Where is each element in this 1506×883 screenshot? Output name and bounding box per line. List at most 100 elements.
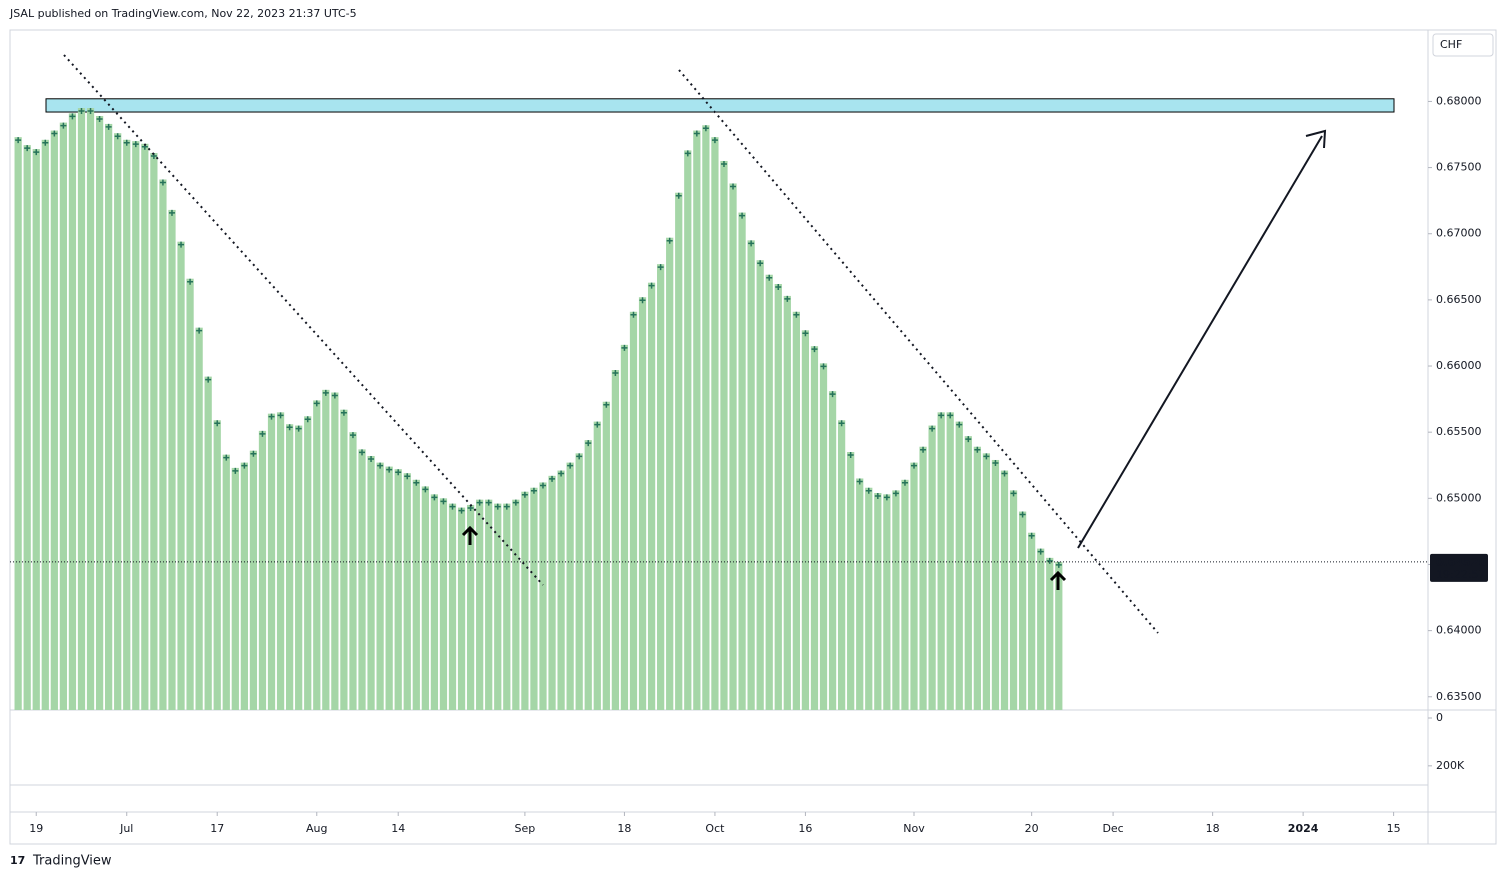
- close-marker: [567, 462, 574, 469]
- bar: [439, 498, 448, 710]
- countdown: 19:22:57: [1436, 568, 1485, 581]
- close-marker: [295, 425, 302, 432]
- bar: [512, 499, 520, 710]
- projection-arrow: [1077, 135, 1323, 549]
- close-marker: [1010, 490, 1017, 497]
- bar: [548, 475, 556, 710]
- bar: [340, 409, 348, 710]
- close-marker: [377, 462, 384, 469]
- currency: CHF: [1440, 38, 1462, 51]
- bar: [765, 274, 773, 710]
- close-marker: [594, 421, 601, 428]
- close-marker: [911, 462, 918, 469]
- close-marker: [51, 130, 58, 137]
- close-marker: [920, 446, 927, 453]
- bar: [204, 376, 212, 710]
- bar: [1046, 557, 1054, 710]
- bar: [313, 400, 321, 710]
- x-tick-label: Dec: [1102, 822, 1123, 835]
- bar: [937, 412, 945, 710]
- arrow-head: [1305, 129, 1327, 149]
- close-marker: [187, 278, 194, 285]
- close-marker: [159, 179, 166, 186]
- close-marker: [494, 503, 501, 510]
- close-marker: [178, 241, 185, 248]
- close-marker: [96, 115, 103, 122]
- close-marker: [413, 479, 420, 486]
- close-marker: [720, 160, 727, 167]
- close-marker: [476, 499, 483, 506]
- bar: [485, 499, 493, 710]
- bar: [23, 145, 31, 710]
- x-tick-label: Jul: [119, 822, 133, 835]
- bar: [177, 241, 185, 710]
- close-marker: [503, 503, 510, 510]
- close-marker: [983, 453, 990, 460]
- y-tick-label: 0.66500: [1436, 293, 1482, 306]
- y-tick-label: 0.68000: [1436, 94, 1482, 107]
- bar: [322, 389, 330, 710]
- bar: [14, 137, 22, 710]
- y-tick-label: 0.65000: [1436, 491, 1482, 504]
- bar: [693, 130, 701, 711]
- bar: [982, 453, 991, 710]
- bar: [566, 462, 574, 710]
- close-marker: [250, 450, 257, 457]
- y-tick-label: 0.66000: [1436, 359, 1482, 372]
- close-marker: [748, 240, 755, 247]
- bar: [629, 311, 638, 710]
- x-tick-label: Sep: [515, 822, 536, 835]
- bar: [367, 455, 375, 710]
- bar: [774, 284, 782, 710]
- x-tick-label: 19: [29, 822, 43, 835]
- close-marker: [775, 284, 782, 291]
- bar: [249, 450, 258, 710]
- bar: [819, 363, 828, 710]
- close-marker: [286, 424, 293, 431]
- logo-mark: 𝟭𝟳: [10, 854, 25, 867]
- close-marker: [992, 459, 999, 466]
- bar: [620, 344, 629, 710]
- bar: [213, 420, 221, 710]
- bar: [638, 297, 647, 710]
- x-tick-label: Oct: [705, 822, 725, 835]
- bar: [186, 278, 194, 710]
- close-marker: [422, 486, 429, 493]
- bar: [756, 260, 764, 710]
- bar: [711, 137, 719, 710]
- close-marker: [739, 212, 746, 219]
- close-marker: [512, 499, 519, 506]
- last-price-box: [1430, 553, 1488, 582]
- close-marker: [693, 130, 700, 137]
- bar: [1055, 561, 1063, 710]
- bar: [901, 479, 909, 710]
- currency-box[interactable]: [1432, 33, 1494, 57]
- bar: [32, 149, 40, 710]
- up-arrow: [461, 525, 479, 545]
- bar: [611, 370, 620, 710]
- bar: [828, 391, 837, 710]
- bar: [602, 401, 610, 710]
- close-marker: [648, 282, 655, 289]
- close-marker: [702, 125, 709, 132]
- close-marker: [947, 412, 954, 419]
- bar: [466, 504, 475, 710]
- bar: [358, 449, 366, 710]
- close-marker: [105, 123, 112, 130]
- bar: [240, 462, 248, 710]
- bar: [430, 494, 439, 710]
- bar: [114, 133, 122, 710]
- x-tick-label: 18: [617, 822, 631, 835]
- close-marker: [60, 122, 67, 129]
- bar: [946, 412, 954, 710]
- y-tick-label: 0.67500: [1436, 161, 1482, 174]
- close-marker: [874, 493, 881, 500]
- footer: TradingView: [32, 854, 112, 869]
- bar: [810, 346, 819, 710]
- close-marker: [359, 449, 366, 456]
- bar: [593, 421, 601, 710]
- close-marker: [530, 487, 537, 494]
- bar: [86, 108, 95, 711]
- close-marker: [711, 137, 718, 144]
- bar: [919, 446, 927, 710]
